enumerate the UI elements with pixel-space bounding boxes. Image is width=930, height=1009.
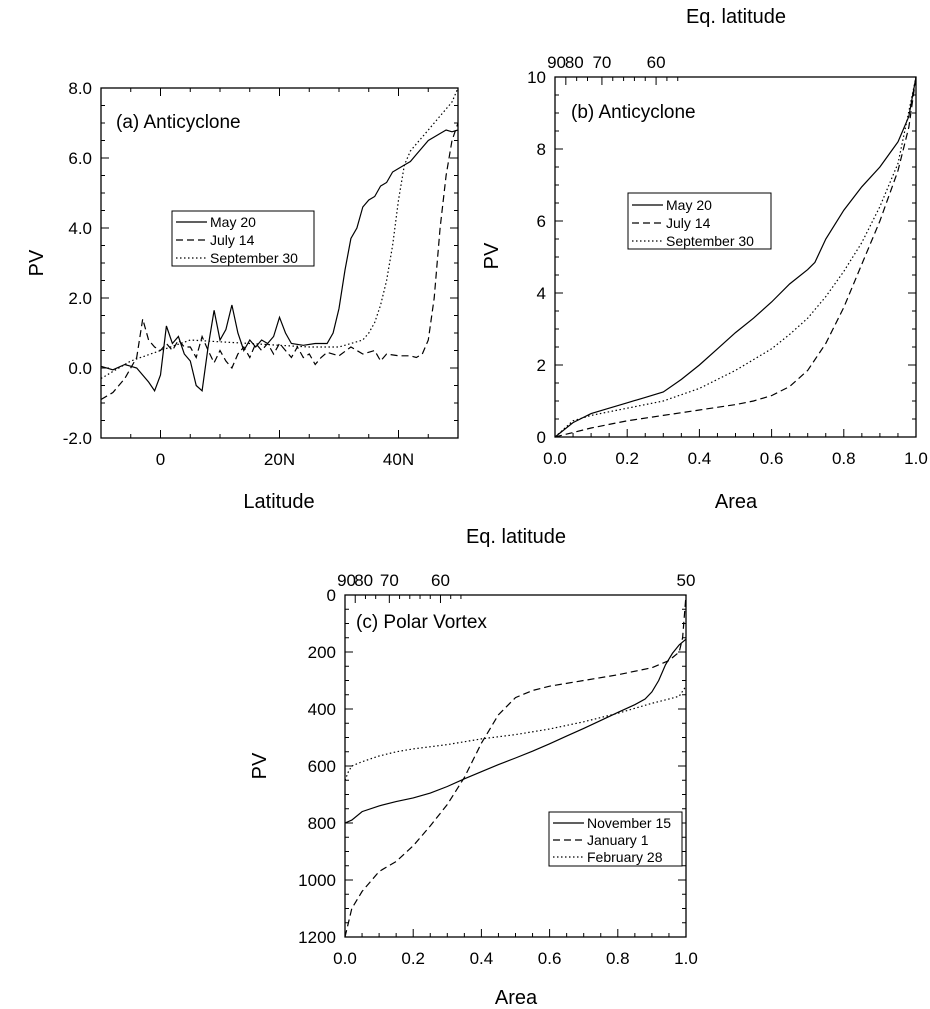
legend-c-label-0: November 15 — [587, 815, 671, 831]
legend-c-label-2: February 28 — [587, 849, 663, 865]
panel-a-title: (a) Anticyclone — [116, 112, 241, 133]
panel-c-ytick-label-4: 800 — [308, 814, 336, 833]
panel-c-xtick-label-1: 0.2 — [401, 949, 425, 968]
panel-a-ytick-label-3: 4.0 — [68, 219, 92, 238]
panel-c-toptick-label-4: 50 — [677, 571, 696, 590]
panel-a-xtick-label-2: 40N — [383, 450, 414, 469]
panel-c-xtick-label-3: 0.6 — [538, 949, 562, 968]
panel-c-xtick-label-0: 0.0 — [333, 949, 357, 968]
panel-a-xtick-label-1: 20N — [264, 450, 295, 469]
panel-c-marks: 0.0 0.2 0.4 0.6 0.8 1.0 0 200 400 600 800 1000 1200 9… — [298, 571, 698, 968]
panel-a-marks: 0 20N 40N -2.0 0.0 2.0 4.0 6.0 8.0 — [63, 79, 459, 469]
panel-b-series-0 — [554, 76, 917, 438]
panel-a-ytick-label-0: -2.0 — [63, 429, 92, 448]
panel-a-ytick-label-5: 8.0 — [68, 79, 92, 98]
legend-a-label-2: September 30 — [210, 250, 298, 266]
panel-b-toptick-label-3: 60 — [647, 53, 666, 72]
panel-b-top-label: Eq. latitude — [686, 6, 786, 28]
panel-b-ytick-label-3: 6 — [537, 212, 546, 231]
panel-b-ytick-label-1: 2 — [537, 356, 546, 375]
panel-b-title: (b) Anticyclone — [571, 102, 696, 123]
panel-c-toptick-label-3: 60 — [431, 571, 450, 590]
legend-c-label-1: January 1 — [587, 832, 649, 848]
panel-c-xtick-label-5: 1.0 — [674, 949, 698, 968]
panel-a-ytick-label-2: 2.0 — [68, 289, 92, 308]
panel-b-xtick-label-0: 0.0 — [543, 449, 567, 468]
legend-b-label-2: September 30 — [666, 233, 754, 249]
legend-a: May 20 July 14 September 30 — [171, 210, 315, 267]
panel-c-ytick-label-1: 200 — [308, 643, 336, 662]
panel-b-toptick-label-2: 70 — [592, 53, 611, 72]
plot-area-b — [554, 76, 917, 438]
panel-b-ytick-label-4: 8 — [537, 140, 546, 159]
legend-c: November 15 January 1 February 28 — [548, 811, 683, 867]
panel-c-xtick-label-4: 0.8 — [606, 949, 630, 968]
panel-c-ytick-label-5: 1000 — [298, 871, 336, 890]
panel-c-toptick-label-2: 70 — [380, 571, 399, 590]
panel-b-xlabel: Area — [715, 491, 758, 513]
panel-a: 0 20N 40N -2.0 0.0 2.0 4.0 6.0 8.0 (a) Anticyclo… — [26, 79, 459, 513]
panel-b-series-2 — [554, 76, 917, 438]
panel-a-ytick-label-4: 6.0 — [68, 149, 92, 168]
panel-a-xtick-label-0: 0 — [156, 450, 165, 469]
panel-a-series-1 — [100, 122, 459, 401]
plot-area-c — [344, 594, 687, 938]
panel-b-ytick-label-5: 10 — [527, 68, 546, 87]
panel-a-ytick-label-1: 0.0 — [68, 359, 92, 378]
panel-c-xtick-label-2: 0.4 — [470, 949, 494, 968]
panel-b-ytick-label-2: 4 — [537, 284, 546, 303]
legend-b-box — [627, 192, 772, 250]
panel-c-xlabel: Area — [495, 987, 538, 1009]
panel-a-ylabel: PV — [26, 249, 48, 276]
panel-b-ylabel: PV — [481, 242, 503, 269]
legend-b: May 20 July 14 September 30 — [627, 192, 772, 250]
panel-b-series-1 — [554, 76, 917, 438]
legend-a-box — [171, 210, 315, 267]
panel-c-ylabel: PV — [249, 752, 271, 779]
panel-b-xtick-label-2: 0.4 — [688, 449, 712, 468]
panel-b-xtick-label-5: 1.0 — [904, 449, 928, 468]
panel-b-toptick-label-0: 90 — [547, 53, 566, 72]
panel-c-ytick-label-3: 600 — [308, 757, 336, 776]
legend-c-box — [548, 811, 683, 867]
panel-b-ytick-label-0: 0 — [537, 428, 546, 447]
panel-c: 0.0 0.2 0.4 0.6 0.8 1.0 0 200 400 600 800 1000 1200 9… — [249, 526, 698, 1009]
panel-c-series-2 — [344, 685, 687, 781]
panel-c-top-label: Eq. latitude — [466, 526, 566, 548]
panel-b-xtick-label-4: 0.8 — [832, 449, 856, 468]
legend-a-label-0: May 20 — [210, 214, 256, 230]
panel-b-xtick-label-1: 0.2 — [615, 449, 639, 468]
legend-b-label-1: July 14 — [666, 215, 711, 231]
panel-c-toptick-label-1: 80 — [354, 571, 373, 590]
panel-c-series-1 — [344, 594, 687, 938]
panel-c-ytick-label-6: 1200 — [298, 928, 336, 947]
panel-b-xtick-label-3: 0.6 — [760, 449, 784, 468]
panel-c-series-0 — [344, 638, 687, 824]
legend-b-label-0: May 20 — [666, 197, 712, 213]
panel-c-ytick-label-2: 400 — [308, 700, 336, 719]
panel-a-series-0 — [100, 129, 459, 393]
legend-a-label-1: July 14 — [210, 232, 255, 248]
panel-a-series-2 — [100, 87, 459, 380]
panel-c-ytick-label-0: 0 — [327, 586, 336, 605]
panel-a-xlabel: Latitude — [243, 491, 314, 513]
panel-c-toptick-label-0: 90 — [337, 571, 356, 590]
panel-b-toptick-label-1: 80 — [565, 53, 584, 72]
panel-c-title: (c) Polar Vortex — [356, 612, 487, 633]
